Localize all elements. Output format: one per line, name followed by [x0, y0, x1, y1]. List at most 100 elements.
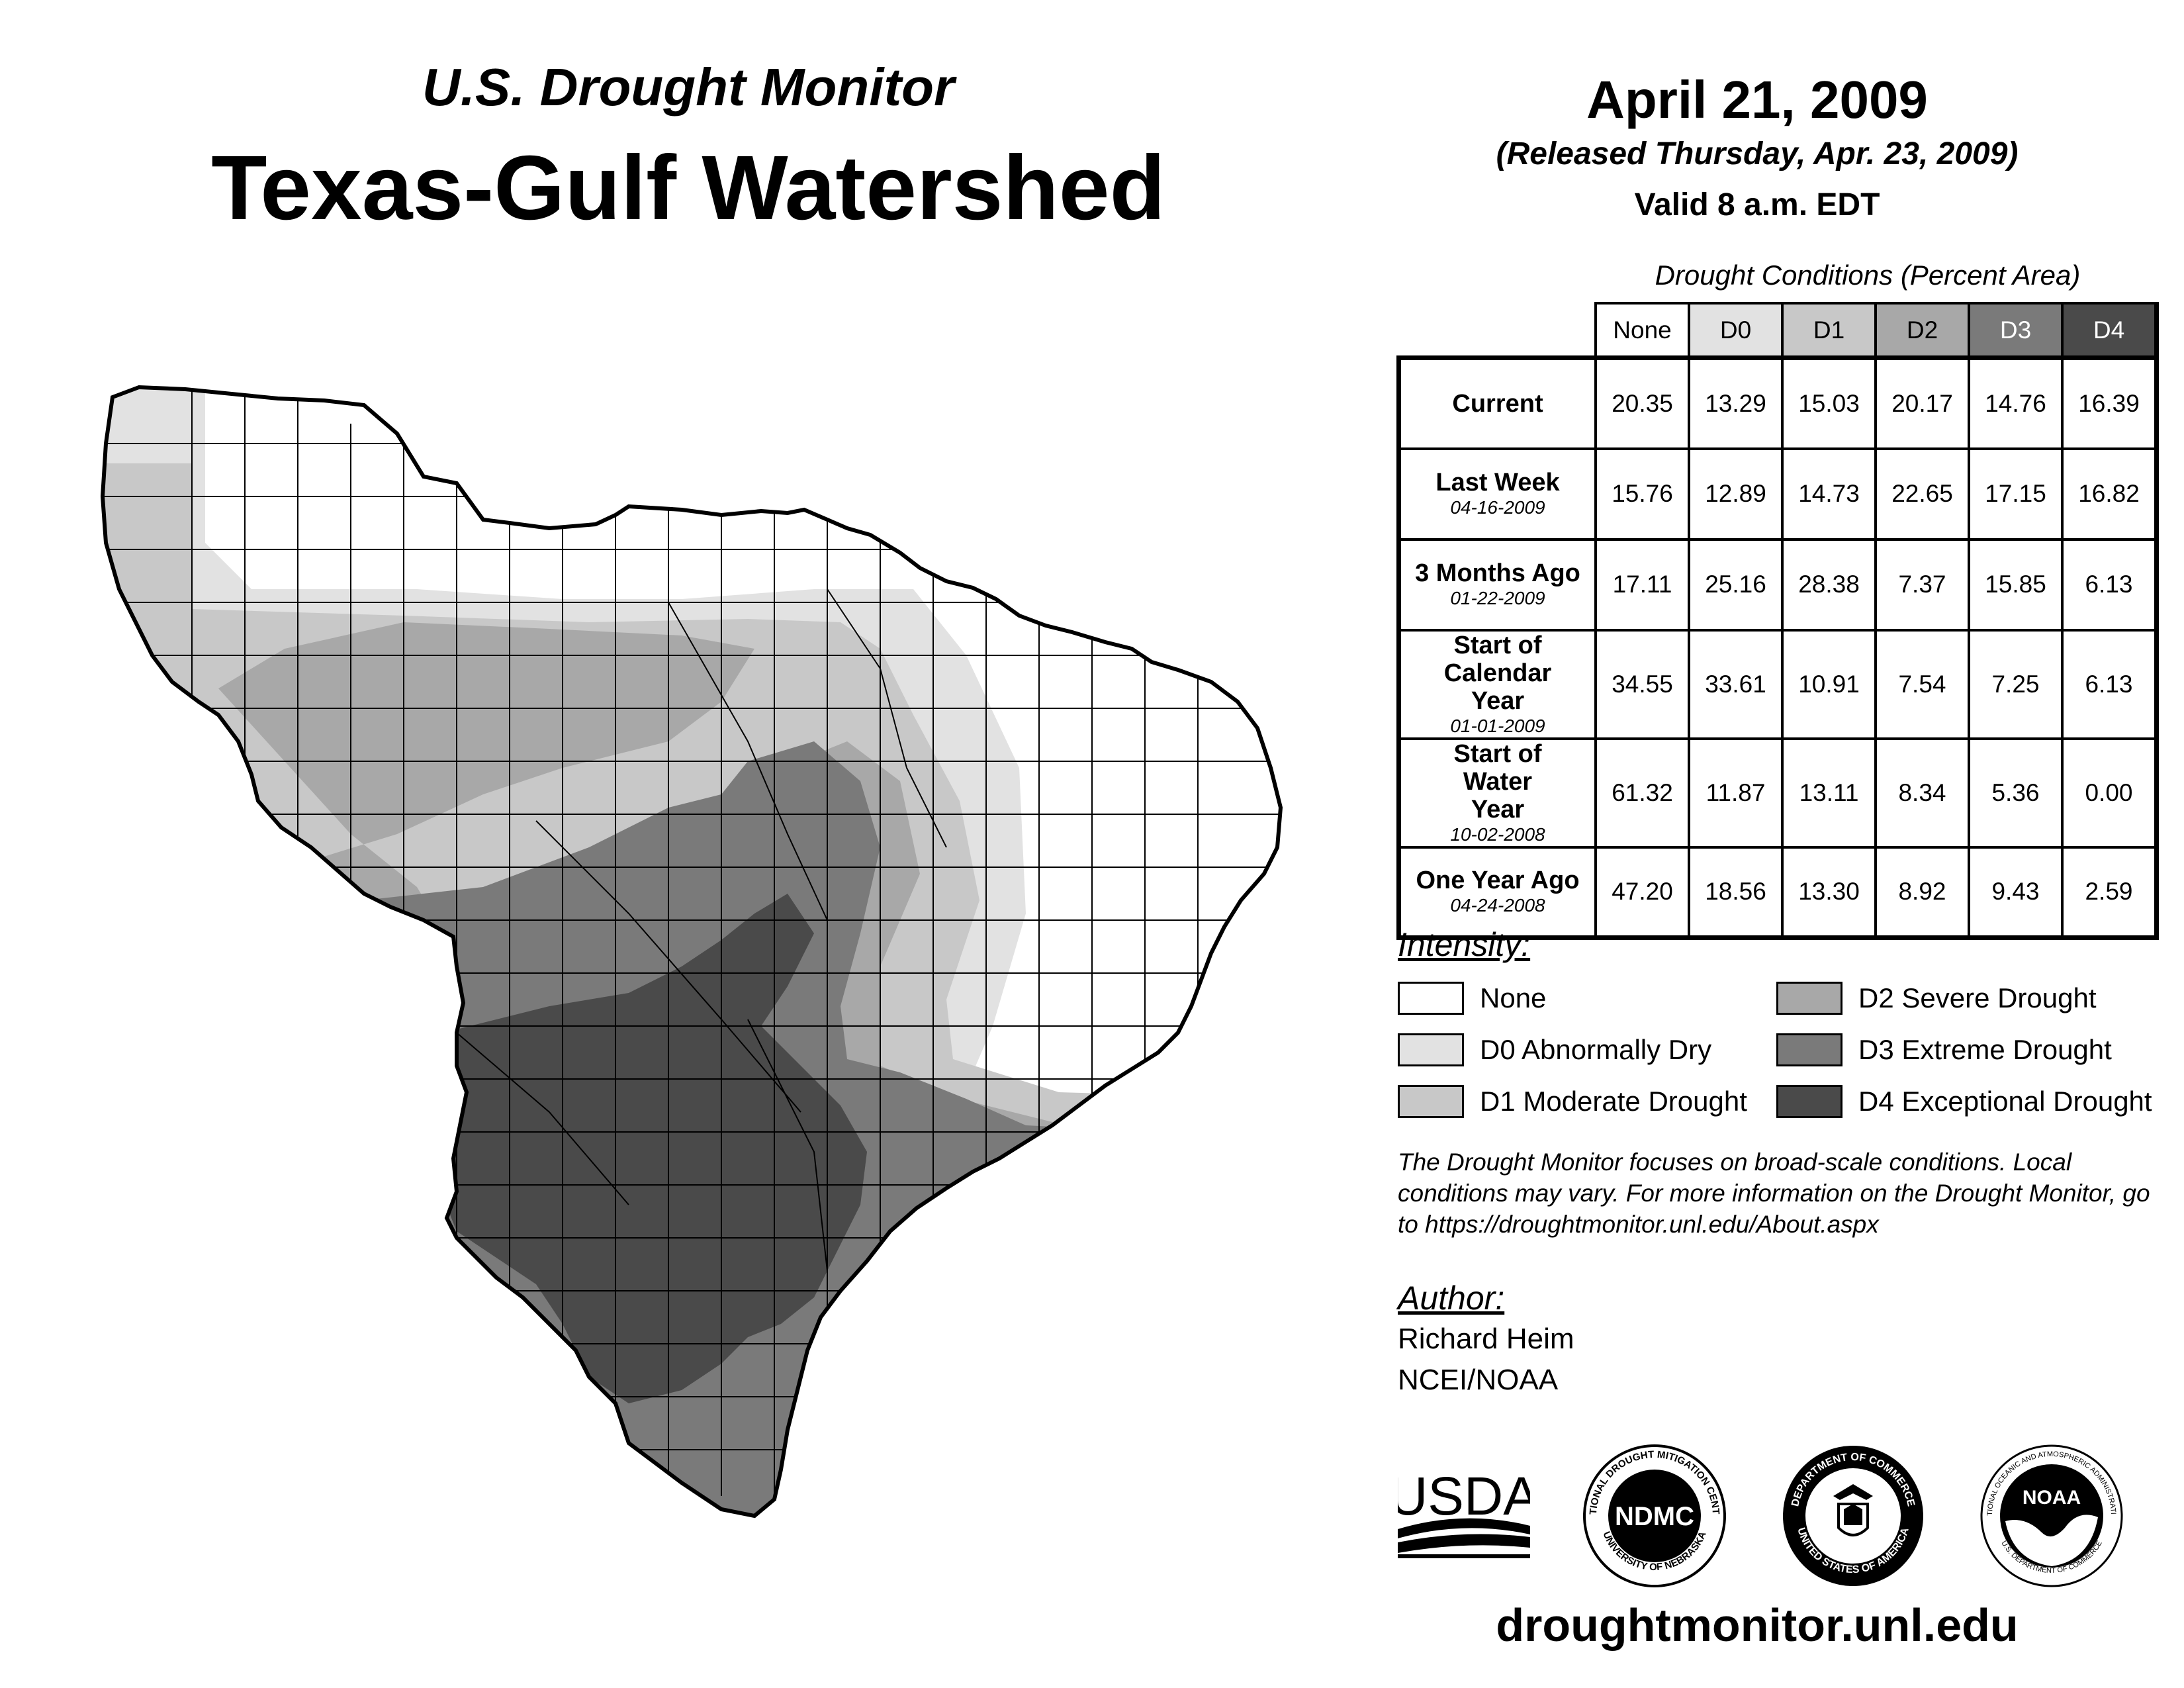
legend-swatch [1776, 1085, 1843, 1118]
legend-label: D1 Moderate Drought [1480, 1086, 1747, 1117]
table-cell: 0.00 [2061, 737, 2159, 849]
legend-label: D0 Abnormally Dry [1480, 1034, 1712, 1065]
author-heading: Author: [1398, 1280, 1505, 1317]
row-label-text: Last Week [1435, 469, 1560, 496]
table-cell: 20.35 [1594, 355, 1690, 450]
legend-item-d3: D3 Extreme Drought [1776, 1031, 2112, 1068]
row-label: Current [1396, 355, 1597, 450]
valid-date: April 21, 2009 [1586, 70, 1928, 129]
table-cell: 14.73 [1781, 447, 1877, 541]
table-cell: 14.76 [1968, 355, 2064, 450]
row-label-text: One Year Ago [1416, 867, 1580, 895]
table-cell: 22.65 [1874, 447, 1970, 541]
map-title: Texas-Gulf Watershed [211, 137, 1165, 239]
legend-item-d4: D4 Exceptional Drought [1776, 1083, 2152, 1120]
column-header: None [1594, 302, 1690, 359]
legend-label: None [1480, 982, 1547, 1013]
table-cell: 13.30 [1781, 845, 1877, 940]
legend-label: D3 Extreme Drought [1858, 1034, 2112, 1065]
table-row: 3 Months Ago 01-22-2009 17.11 25.16 28.38… [1396, 538, 2159, 632]
ndmc-logo-text: NDMC [1615, 1502, 1694, 1531]
table-row: Start of Water Year 10-02-2008 61.32 11.8… [1396, 737, 2159, 849]
table-cell: 11.87 [1688, 737, 1784, 849]
usda-logo-text: USDA [1398, 1466, 1530, 1526]
legend-item-none: None [1398, 980, 1546, 1017]
table-cell: 7.37 [1874, 538, 1970, 632]
legend-swatch [1776, 982, 1843, 1015]
table-cell: 34.55 [1594, 628, 1690, 740]
author-org: NCEI/NOAA [1398, 1364, 1559, 1396]
table-row: Last Week 04-16-2009 15.76 12.89 14.73 22… [1396, 447, 2159, 541]
table-cell: 2.59 [2061, 845, 2159, 940]
usda-logo: USDA [1398, 1466, 1530, 1558]
table-cell: 8.92 [1874, 845, 1970, 940]
column-header: D1 [1781, 302, 1877, 359]
legend-label: D2 Severe Drought [1858, 982, 2097, 1013]
table-cell: 13.29 [1688, 355, 1784, 450]
table-cell: 16.82 [2061, 447, 2159, 541]
table-cell: 15.76 [1594, 447, 1690, 541]
watershed-map [86, 371, 1297, 1549]
table-cell: 6.13 [2061, 628, 2159, 740]
table-cell: 5.36 [1968, 737, 2064, 849]
row-date: 01-01-2009 [1450, 715, 1545, 736]
table-cell: 20.17 [1874, 355, 1970, 450]
legend-swatch [1398, 1085, 1464, 1118]
legend-swatch [1776, 1033, 1843, 1066]
legend-swatch [1398, 982, 1464, 1015]
column-header: D0 [1688, 302, 1784, 359]
author-name: Richard Heim [1398, 1323, 1574, 1355]
row-label-text: 3 Months Ago [1415, 559, 1580, 587]
table-row: Start of Calendar Year 01-01-2009 34.55 3… [1396, 628, 2159, 740]
valid-time: Valid 8 a.m. EDT [1634, 187, 1880, 222]
table-cell: 47.20 [1594, 845, 1690, 940]
legend-item-d1: D1 Moderate Drought [1398, 1083, 1747, 1120]
table-cell: 10.91 [1781, 628, 1877, 740]
row-label: Start of Calendar Year 01-01-2009 [1396, 628, 1597, 740]
row-date: 04-16-2009 [1450, 497, 1545, 518]
drought-conditions-table: None D0 D1 D2 D3 D4 Current 20.35 13.29 … [1396, 302, 2159, 940]
table-header-row: None D0 D1 D2 D3 D4 [1399, 302, 2159, 359]
table-cell: 33.61 [1688, 628, 1784, 740]
table-cell: 16.39 [2061, 355, 2159, 450]
table-cell: 25.16 [1688, 538, 1784, 632]
row-label-text: Start of Calendar Year [1443, 631, 1552, 715]
ndmc-logo: NATIONAL DROUGHT MITIGATION CENTER UNIVE… [1582, 1443, 1726, 1587]
table-cell: 8.34 [1874, 737, 1970, 849]
table-caption: Drought Conditions (Percent Area) [1655, 259, 2081, 291]
row-label: Start of Water Year 10-02-2008 [1396, 737, 1597, 849]
table-cell: 9.43 [1968, 845, 2064, 940]
row-label-text: Current [1452, 389, 1543, 418]
column-header: D4 [2061, 302, 2159, 359]
table-cell: 6.13 [2061, 538, 2159, 632]
legend-swatch [1398, 1033, 1464, 1066]
table-cell: 28.38 [1781, 538, 1877, 632]
table-corner [1399, 303, 1596, 358]
release-date: (Released Thursday, Apr. 23, 2009) [1496, 136, 2019, 171]
website-url: droughtmonitor.unl.edu [1496, 1599, 2019, 1651]
column-header: D3 [1968, 302, 2064, 359]
row-label: 3 Months Ago 01-22-2009 [1396, 538, 1597, 632]
table-cell: 61.32 [1594, 737, 1690, 849]
noaa-logo: NATIONAL OCEANIC AND ATMOSPHERIC ADMINIS… [1979, 1443, 2123, 1587]
legend-label: D4 Exceptional Drought [1858, 1086, 2152, 1117]
table-cell: 18.56 [1688, 845, 1784, 940]
doc-logo: DEPARTMENT OF COMMERCE UNITED STATES OF … [1783, 1446, 1923, 1586]
row-date: 10-02-2008 [1450, 823, 1545, 845]
table-row: One Year Ago 04-24-2008 47.20 18.56 13.30… [1396, 845, 2159, 940]
row-date: 01-22-2009 [1450, 588, 1545, 608]
row-label: Last Week 04-16-2009 [1396, 447, 1597, 541]
table-cell: 7.25 [1968, 628, 2064, 740]
disclaimer-note: The Drought Monitor focuses on broad-sca… [1398, 1149, 2150, 1238]
map-subtitle: U.S. Drought Monitor [422, 58, 955, 117]
table-cell: 17.15 [1968, 447, 2064, 541]
table-cell: 15.85 [1968, 538, 2064, 632]
legend-item-d2: D2 Severe Drought [1776, 980, 2097, 1017]
legend-heading: Intensity: [1398, 926, 1531, 963]
table-cell: 7.54 [1874, 628, 1970, 740]
row-label-text: Start of Water Year [1453, 739, 1542, 823]
table-row: Current 20.35 13.29 15.03 20.17 14.76 16… [1396, 355, 2159, 450]
table-cell: 17.11 [1594, 538, 1690, 632]
legend-item-d0: D0 Abnormally Dry [1398, 1031, 1711, 1068]
column-header: D2 [1874, 302, 1970, 359]
